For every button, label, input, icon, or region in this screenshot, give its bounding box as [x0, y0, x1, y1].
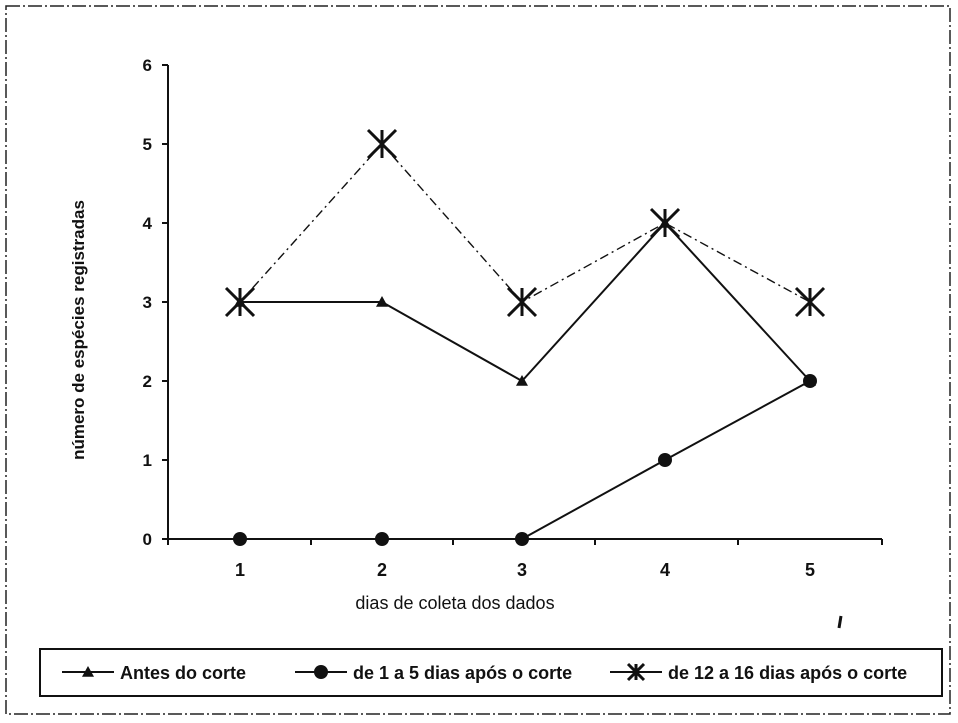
legend-item-2: de 1 a 5 dias após o corte: [295, 663, 572, 683]
figure-border: [5, 5, 951, 715]
series-markers: [224, 128, 826, 546]
x-tick-label: 5: [805, 560, 815, 580]
series-3-point: [794, 286, 826, 318]
series-2-point: [233, 532, 247, 546]
legend-label: Antes do corte: [120, 663, 246, 683]
y-tick-label: 0: [143, 530, 152, 549]
x-tick-label: 4: [660, 560, 670, 580]
series-line-1: [240, 221, 811, 383]
legend-marker: [314, 665, 328, 679]
y-tick-group: 0 1 2 3 4 5 6: [143, 56, 168, 549]
series-3-point: [366, 128, 398, 160]
legend-label: de 1 a 5 dias após o corte: [353, 663, 572, 683]
series-3-point: [506, 286, 538, 318]
series-line-2: [240, 380, 811, 540]
legend-label: de 12 a 16 dias após o corte: [668, 663, 907, 683]
legend-marker: [626, 662, 646, 682]
series-2-point: [515, 532, 529, 546]
y-tick-label: 4: [143, 214, 153, 233]
legend-item-3: de 12 a 16 dias após o corte: [610, 662, 907, 683]
series-2-point: [658, 453, 672, 467]
x-tick-label: 2: [377, 560, 387, 580]
y-tick-label: 5: [143, 135, 152, 154]
series-lines: [239, 142, 811, 540]
scan-artifact-mark: [837, 615, 843, 629]
series-1-point: [376, 296, 388, 307]
legend-items: Antes do corte de 1 a 5 dias após o corte…: [62, 662, 907, 683]
series-line-3: [239, 142, 811, 303]
legend-item-1: Antes do corte: [62, 663, 246, 683]
x-tick-label: 1: [235, 560, 245, 580]
series-2-point: [375, 532, 389, 546]
series-2-point: [803, 374, 817, 388]
y-tick-label: 2: [143, 372, 152, 391]
y-tick-label: 6: [143, 56, 152, 75]
y-axis-label: número de espécies registradas: [69, 200, 88, 460]
series-3-point: [649, 207, 681, 239]
legend: Antes do corte de 1 a 5 dias após o corte…: [39, 648, 943, 697]
legend-marker: [82, 666, 94, 677]
y-tick-label: 3: [143, 293, 152, 312]
x-tick-label: 3: [517, 560, 527, 580]
legend-box: [39, 648, 943, 697]
x-axis-label: dias de coleta dos dados: [355, 593, 554, 613]
series-1-point: [516, 375, 528, 386]
y-tick-label: 1: [143, 451, 152, 470]
series-3-point: [224, 286, 256, 318]
